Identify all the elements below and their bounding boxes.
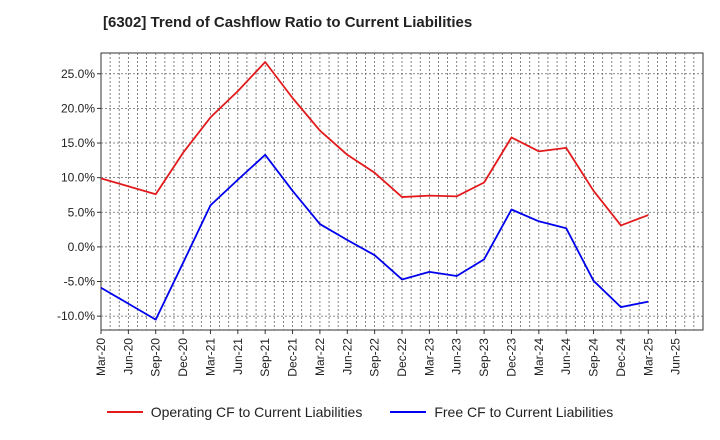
x-tick-label: Sep-24 — [587, 338, 601, 377]
x-tick-label: Dec-21 — [286, 338, 300, 377]
legend-label-free-cf: Free CF to Current Liabilities — [434, 404, 614, 420]
series-lines — [100, 61, 649, 321]
x-tick-label: Jun-25 — [669, 338, 683, 375]
x-tick-label: Mar-22 — [313, 338, 327, 376]
legend-swatch-free-cf — [390, 411, 427, 413]
x-tick-label: Dec-22 — [395, 338, 409, 377]
y-tick-label: 10.0% — [61, 171, 95, 185]
y-tick-label: 5.0% — [68, 205, 96, 219]
y-tick-label: -10.0% — [57, 309, 95, 323]
x-tick-label: Sep-21 — [258, 338, 272, 377]
y-tick-label: 15.0% — [61, 136, 95, 150]
x-tick-label: Dec-20 — [176, 338, 190, 377]
legend: Operating CF to Current Liabilities Free… — [0, 404, 720, 420]
series-line-free-cf — [100, 153, 649, 321]
x-tick-label: Jun-24 — [559, 338, 573, 375]
x-axis-ticks: Mar-20 Jun-20 Sep-20 Dec-20 Mar-21 Jun-21 Sep-… — [94, 330, 683, 377]
x-tick-label: Jun-20 — [121, 338, 135, 375]
x-tick-label: Mar-23 — [422, 338, 436, 376]
x-tick-label: Jun-22 — [340, 338, 354, 375]
plot-area — [100, 52, 704, 331]
x-tick-label: Dec-23 — [504, 338, 518, 377]
chart-title: [6302] Trend of Cashflow Ratio to Curren… — [103, 14, 473, 31]
legend-item-free-cf: Free CF to Current Liabilities — [390, 404, 613, 420]
series-line-operating-cf — [100, 61, 649, 227]
x-tick-label: Mar-24 — [532, 338, 546, 376]
y-tick-label: 25.0% — [61, 67, 95, 81]
legend-label-operating-cf: Operating CF to Current Liabilities — [150, 404, 363, 420]
x-tick-label: Mar-20 — [94, 338, 108, 376]
x-tick-label: Mar-25 — [641, 338, 655, 376]
y-tick-label: -5.0% — [64, 275, 96, 289]
y-tick-label: 0.0% — [68, 240, 96, 254]
legend-item-operating-cf: Operating CF to Current Liabilities — [106, 404, 363, 420]
x-tick-label: Sep-22 — [368, 338, 382, 377]
x-tick-label: Jun-21 — [231, 338, 245, 375]
x-tick-label: Sep-20 — [149, 338, 163, 377]
y-axis-ticks: 25.0% 20.0% 15.0% 10.0% 5.0% 0.0% -5.0% -10.0% — [57, 67, 101, 323]
x-tick-label: Dec-24 — [614, 338, 628, 377]
gridlines — [101, 53, 703, 330]
x-tick-label: Sep-23 — [477, 338, 491, 377]
y-tick-label: 20.0% — [61, 101, 95, 115]
x-tick-label: Jun-23 — [450, 338, 464, 375]
x-tick-label: Mar-21 — [203, 338, 217, 376]
legend-swatch-operating-cf — [106, 411, 143, 413]
